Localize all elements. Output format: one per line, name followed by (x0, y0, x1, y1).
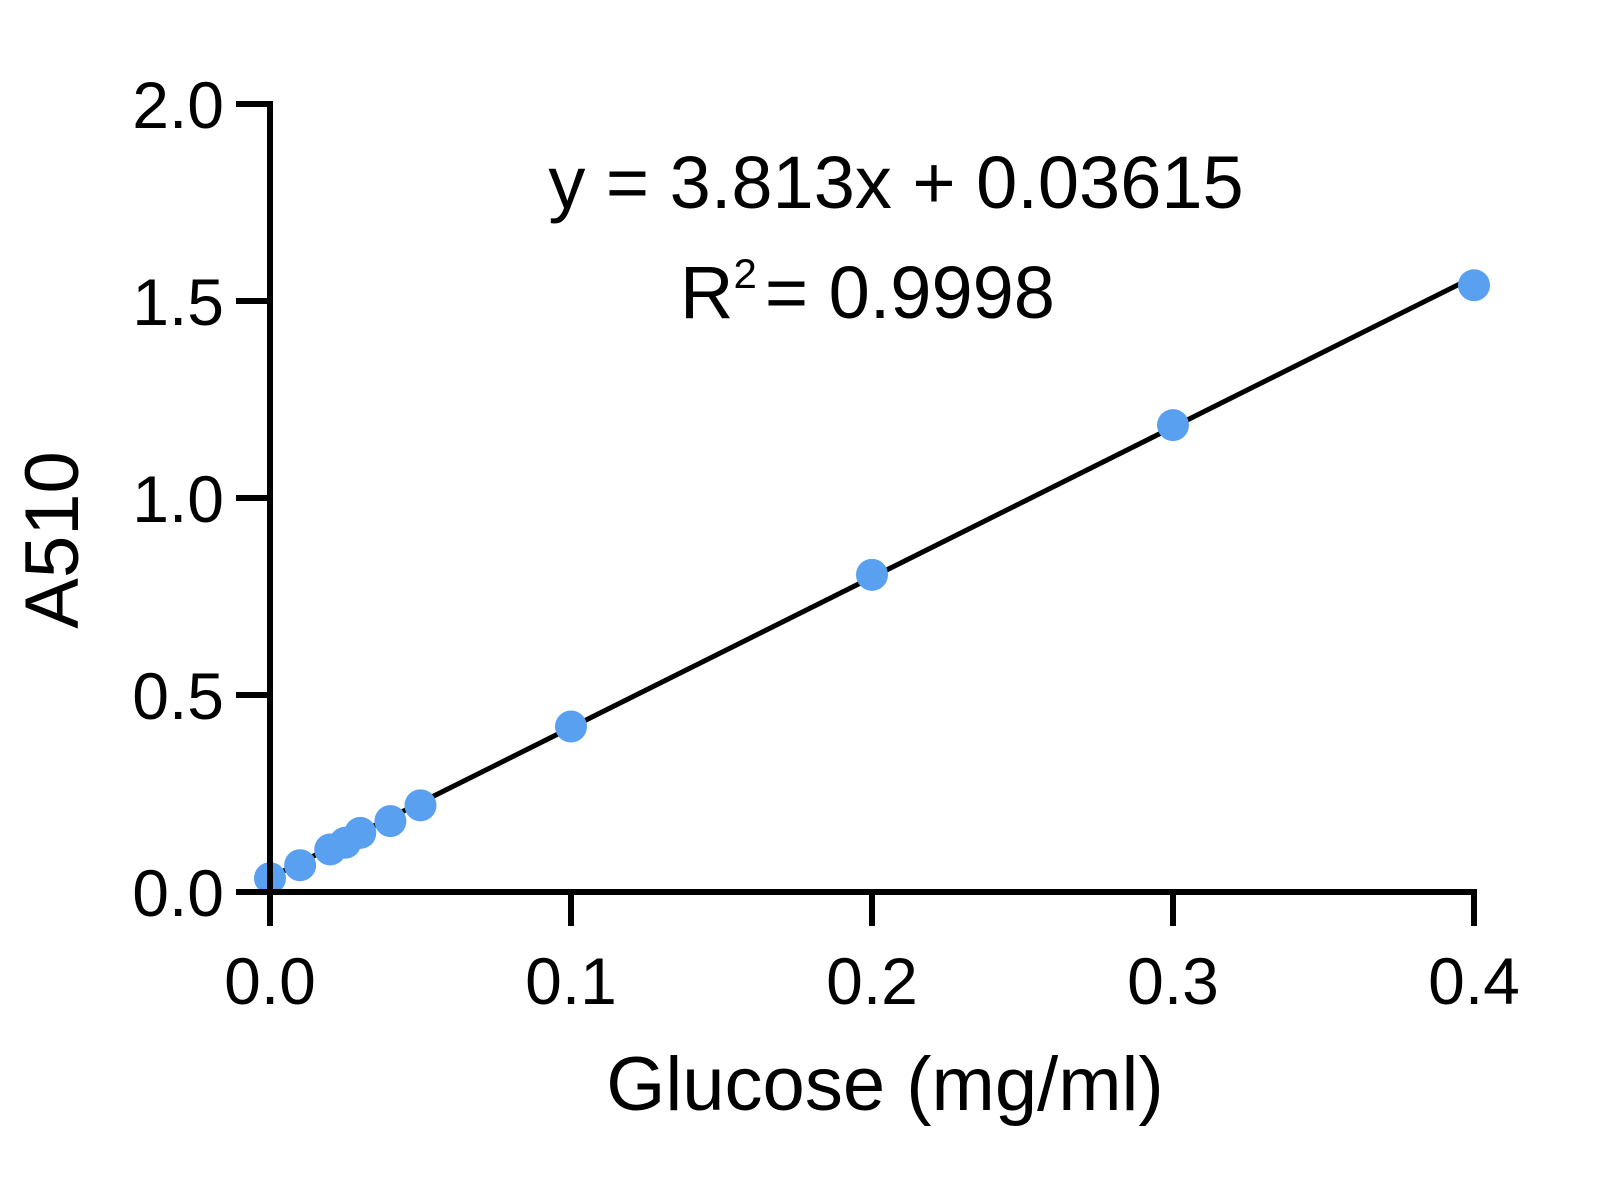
data-point (404, 789, 437, 822)
x-tick-label: 0.2 (826, 944, 918, 1018)
data-point (344, 816, 377, 849)
r-squared-value: = 0.9998 (765, 251, 1055, 334)
fit-equation: y = 3.813x + 0.03615 (548, 141, 1243, 224)
data-point (856, 558, 888, 591)
y-tick-label: 0.5 (132, 659, 224, 733)
y-tick-label: 2.0 (132, 68, 224, 142)
y-tick-label: 0.0 (132, 856, 224, 930)
x-tick-label: 0.3 (1127, 944, 1219, 1018)
data-point (374, 805, 407, 838)
data-point (555, 710, 587, 743)
x-tick-label: 0.0 (224, 944, 316, 1018)
x-tick-label: 0.4 (1428, 944, 1520, 1018)
data-point (1157, 409, 1189, 442)
x-axis-title: Glucose (mg/ml) (606, 1042, 1163, 1127)
y-tick-label: 1.5 (132, 265, 224, 339)
y-axis-title: A510 (10, 451, 95, 629)
r-squared-label: R2 = 0.9998 (680, 250, 1055, 334)
y-tick-label: 1.0 (132, 462, 224, 536)
data-point (1458, 269, 1490, 302)
r-squared-superscript: 2 (733, 250, 756, 297)
r-squared-r: R (680, 251, 733, 334)
data-point (284, 849, 317, 882)
x-tick-label: 0.1 (525, 944, 617, 1018)
